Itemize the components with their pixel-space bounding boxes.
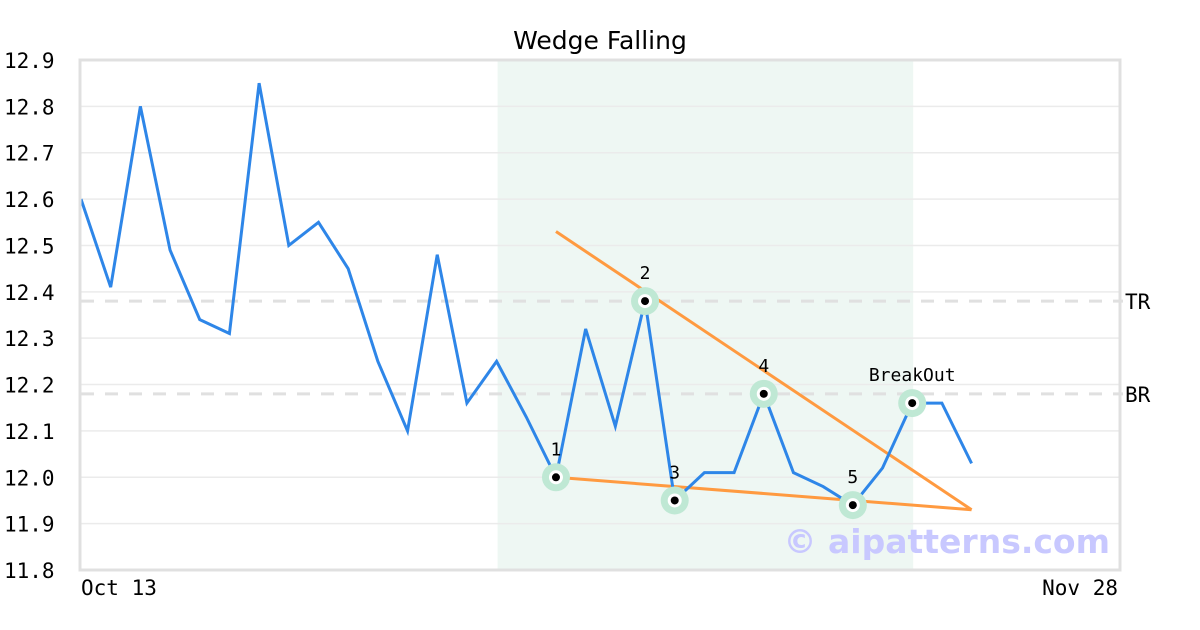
watermark: © aipatterns.com <box>784 522 1110 561</box>
y-tick-label: 12.7 <box>4 142 55 166</box>
marker-label: 2 <box>640 263 651 284</box>
reference-label-tr: TR <box>1125 290 1151 314</box>
x-tick-label-start: Oct 13 <box>81 576 157 600</box>
chart-title: Wedge Falling <box>513 26 687 55</box>
x-tick-label-end: Nov 28 <box>1042 576 1118 600</box>
trend-line <box>555 475 972 512</box>
y-tick-label: 12.4 <box>4 281 55 305</box>
plot-frame <box>78 58 1122 572</box>
y-tick-label: 12.5 <box>4 234 55 258</box>
marker-label: 5 <box>847 467 858 488</box>
marker-label: 4 <box>758 356 769 377</box>
marker-dot <box>759 389 768 398</box>
marker-dot <box>670 496 679 505</box>
y-tick-label: 12.1 <box>4 420 55 444</box>
y-tick-label: 12.3 <box>4 327 55 351</box>
y-tick-label: 11.8 <box>4 559 55 583</box>
y-tick-label: 12.8 <box>4 95 55 119</box>
y-tick-label: 12.0 <box>4 466 55 490</box>
marker-dot <box>908 399 917 408</box>
marker-label: 1 <box>551 439 562 460</box>
marker-label: 3 <box>669 462 680 483</box>
reference-label-br: BR <box>1125 383 1151 407</box>
y-tick-label: 11.9 <box>4 513 55 537</box>
marker-label: BreakOut <box>869 365 956 386</box>
marker-dot <box>551 473 560 482</box>
trend-line <box>555 230 973 511</box>
y-tick-label: 12.6 <box>4 188 55 212</box>
marker-dot <box>848 501 857 510</box>
y-tick-label: 12.9 <box>4 49 55 73</box>
marker-dot <box>641 297 650 306</box>
y-tick-label: 12.2 <box>4 374 55 398</box>
